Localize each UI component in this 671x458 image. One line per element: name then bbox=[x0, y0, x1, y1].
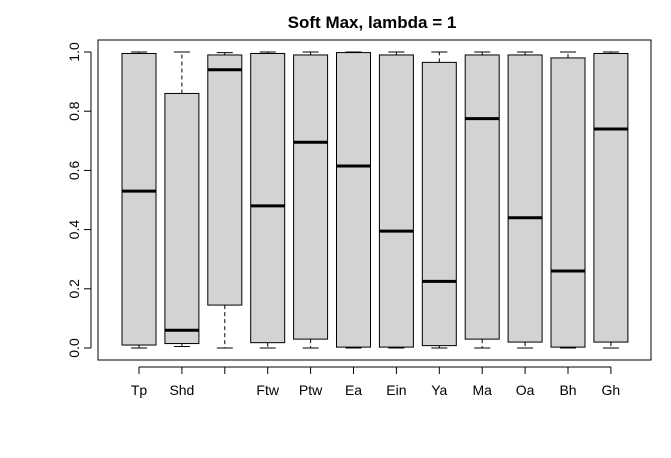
chart-title: Soft Max, lambda = 1 bbox=[288, 13, 457, 32]
box-rect bbox=[164, 92, 200, 345]
box-rect bbox=[293, 54, 329, 340]
box-group bbox=[421, 51, 457, 349]
x-tick-label: Gh bbox=[602, 382, 621, 398]
x-tick-label: Tp bbox=[131, 382, 148, 398]
box-rect bbox=[250, 52, 286, 344]
y-tick-label: 0.2 bbox=[66, 279, 82, 299]
x-tick-label: Ya bbox=[431, 382, 447, 398]
box-group bbox=[378, 51, 414, 349]
box-group bbox=[293, 51, 329, 349]
box-rect bbox=[336, 52, 371, 348]
y-axis: 0.0 0.2 0.4 0.6 0.8 1.0 bbox=[66, 42, 92, 358]
box-group bbox=[336, 51, 371, 349]
y-tick-label: 1.0 bbox=[66, 42, 82, 62]
y-tick-label: 0.4 bbox=[66, 220, 82, 240]
x-tick-label: Ptw bbox=[299, 382, 323, 398]
box-rect bbox=[507, 54, 543, 343]
plot-border bbox=[97, 39, 652, 361]
box-group bbox=[507, 51, 543, 349]
box-rect bbox=[121, 52, 157, 346]
y-tick-label: 0.8 bbox=[66, 101, 82, 121]
box-rect bbox=[421, 61, 457, 347]
box-group bbox=[121, 51, 157, 349]
box-group bbox=[164, 51, 200, 348]
plot-frame bbox=[97, 39, 652, 361]
x-tick-label: Ein bbox=[386, 382, 406, 398]
x-tick-label: Ma bbox=[472, 382, 492, 398]
box-group bbox=[550, 51, 586, 349]
box-rect bbox=[550, 57, 586, 348]
x-tick-label: Ea bbox=[345, 382, 362, 398]
x-tick-label: Oa bbox=[516, 382, 535, 398]
box-group bbox=[464, 51, 500, 349]
box-group bbox=[250, 51, 286, 349]
box-group bbox=[593, 51, 629, 349]
box-rect bbox=[378, 54, 414, 348]
x-tick-label: Bh bbox=[559, 382, 576, 398]
y-tick-label: 0.6 bbox=[66, 160, 82, 180]
box-group bbox=[207, 52, 243, 349]
x-axis: Tp Shd Ftw Ptw Ea Ein Ya Ma Oa Bh Gh bbox=[131, 366, 621, 398]
box-rect bbox=[207, 54, 243, 306]
box-rect bbox=[593, 52, 629, 343]
x-tick-label: Ftw bbox=[256, 382, 279, 398]
y-tick-label: 0.0 bbox=[66, 338, 82, 358]
box-rect bbox=[464, 54, 500, 340]
x-tick-label: Shd bbox=[169, 382, 194, 398]
boxes-layer bbox=[121, 51, 629, 349]
